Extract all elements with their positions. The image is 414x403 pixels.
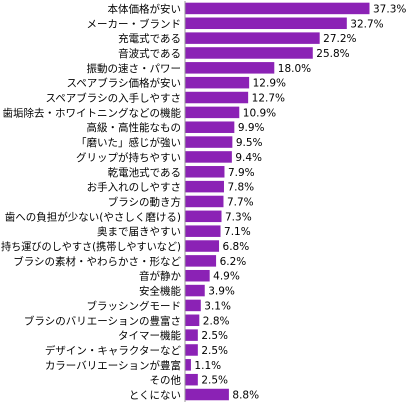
bar (185, 225, 221, 237)
category-label: 持ち運びのしやすさ(携帯しやすいなど) (1, 240, 181, 253)
data-label: 2.5% (201, 345, 228, 357)
data-label: 7.1% (224, 226, 251, 238)
bar (185, 359, 191, 371)
category-label: 奥まで届きやすい (97, 225, 181, 238)
bar (185, 166, 225, 178)
data-label: 25.8% (316, 48, 349, 60)
category-label: ブラシの素材・やわらかさ・形など (13, 255, 181, 268)
bar (185, 47, 313, 59)
category-label: 振動の速さ・パワー (87, 62, 182, 75)
bar (185, 284, 205, 297)
bar (185, 314, 200, 327)
category-label: メーカー・ブランド (87, 17, 182, 30)
category-label: 音が静か (139, 270, 181, 283)
data-label: 9.5% (236, 137, 263, 149)
data-label: 7.3% (225, 211, 252, 223)
category-label: カラーバリエーションが豊富 (45, 359, 181, 372)
data-label: 9.9% (238, 122, 265, 134)
category-label: タイマー機能 (118, 329, 181, 342)
data-label: 12.7% (252, 93, 285, 105)
bar (185, 62, 275, 74)
data-label: 32.7% (350, 18, 383, 30)
data-label: 2.5% (201, 375, 228, 387)
bar (185, 106, 240, 119)
bar (185, 151, 232, 163)
data-label: 3.1% (204, 300, 231, 312)
data-label: 18.0% (278, 63, 311, 75)
bar (185, 388, 229, 401)
category-label: 歯垢除去・ホワイトニングなどの機能 (3, 106, 182, 119)
data-label: 6.8% (223, 241, 250, 253)
category-label: 「磨いた」感じが強い (76, 136, 181, 149)
data-label: 7.9% (228, 167, 255, 179)
data-label: 2.5% (201, 330, 228, 342)
category-label: グリップが持ちやすい (76, 151, 181, 164)
data-label: 2.8% (203, 315, 230, 327)
bar (185, 299, 201, 312)
bar (185, 32, 320, 44)
category-label: 歯への負担が少ない(やさしく磨ける) (5, 210, 181, 223)
bar (185, 373, 198, 386)
category-label: ブラシの動き方 (108, 195, 181, 208)
data-label: 12.9% (253, 78, 286, 90)
data-label: 3.9% (208, 286, 235, 298)
category-label: 音波式である (118, 47, 181, 60)
category-label: 乾電池式である (108, 166, 181, 179)
data-label: 37.3% (373, 3, 406, 15)
bar (185, 180, 224, 193)
bar (185, 76, 250, 89)
bar (185, 344, 198, 356)
data-label: 9.4% (235, 152, 262, 164)
category-label: 本体価格が安い (108, 2, 182, 15)
data-label: 7.8% (227, 182, 254, 194)
data-label: 1.1% (194, 360, 221, 372)
category-label: 充電式である (118, 32, 181, 45)
bar (185, 329, 198, 341)
bar (185, 91, 249, 104)
category-label: 高級・高性能なもの (87, 121, 182, 134)
bar (185, 195, 224, 208)
data-label: 4.9% (213, 271, 240, 283)
bar (185, 255, 217, 267)
category-label: デザイン・キャラクターなど (45, 344, 182, 357)
data-label: 7.7% (227, 196, 254, 208)
bar (185, 136, 233, 148)
bar (185, 269, 210, 282)
category-label: 安全機能 (139, 285, 181, 298)
category-label: スペアブラシの入手しやすさ (46, 92, 181, 105)
bar (185, 17, 347, 30)
category-label: とくにない (129, 390, 181, 402)
category-label: スペアブラシ価格が安い (66, 77, 181, 90)
category-label: その他 (150, 374, 182, 387)
bar (185, 2, 370, 15)
category-label: お手入れのしやすさ (87, 181, 181, 194)
data-label: 10.9% (243, 107, 276, 119)
data-label: 27.2% (323, 33, 356, 45)
bar (185, 121, 235, 133)
category-label: ブラシのバリエーションの豊富さ (24, 314, 181, 327)
bar (185, 240, 220, 252)
data-label: 6.2% (220, 256, 247, 268)
bar (185, 210, 222, 223)
data-label: 8.8% (232, 390, 259, 402)
category-label: ブラッシングモード (87, 299, 182, 312)
